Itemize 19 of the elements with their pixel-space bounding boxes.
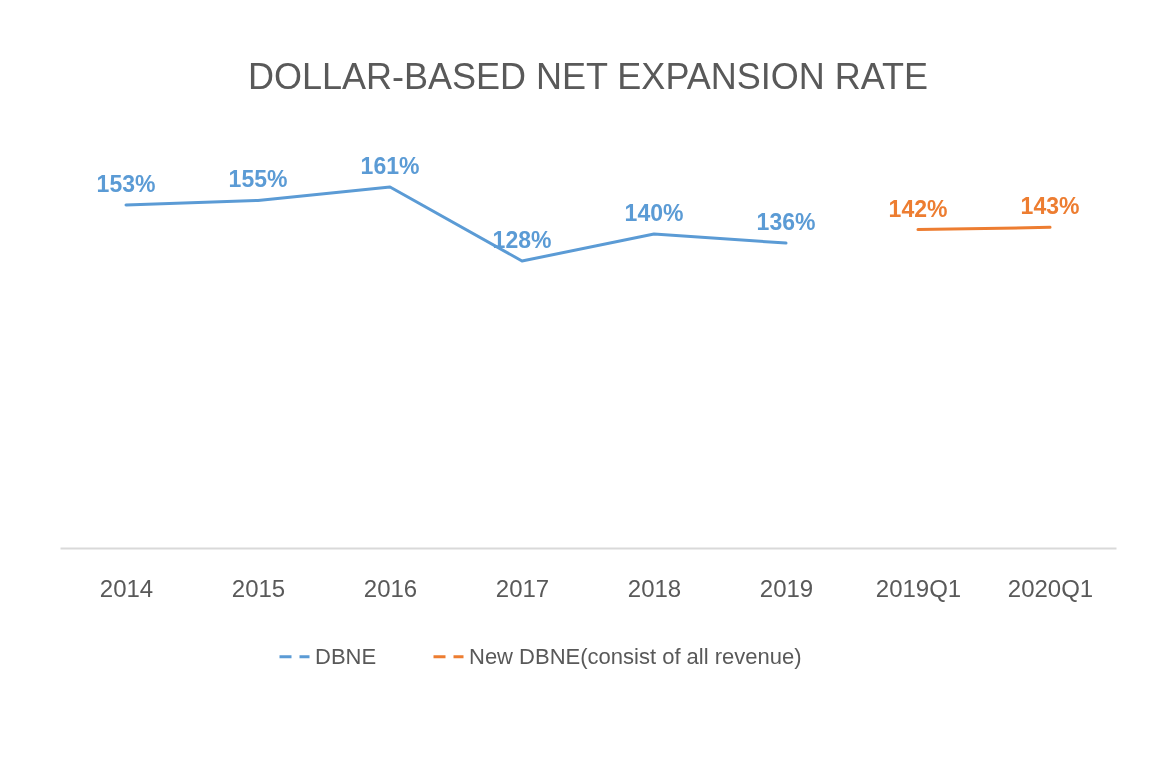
x-tick-label: 2017 [495, 574, 550, 602]
data-label: 136% [756, 209, 816, 236]
data-label: 143% [1020, 193, 1080, 220]
x-tick-label: 2018 [627, 574, 682, 602]
x-tick-label: 2016 [363, 574, 418, 602]
data-label: 140% [624, 200, 684, 227]
data-label: 155% [228, 166, 288, 193]
x-tick-label: 2019Q1 [875, 574, 962, 602]
x-tick-label: 2020Q1 [1007, 574, 1094, 602]
legend-label: DBNE [315, 643, 377, 669]
x-tick-label: 2014 [99, 574, 154, 602]
data-label: 128% [492, 226, 552, 253]
x-tick-label: 2015 [231, 574, 286, 602]
chart-title: DOLLAR-BASED NET EXPANSION RATE [247, 56, 929, 97]
legend-label: New DBNE(consist of all revenue) [469, 643, 802, 669]
x-tick-label: 2019 [759, 574, 814, 602]
data-label: 161% [360, 153, 420, 179]
data-label: 142% [888, 195, 948, 222]
data-label: 153% [96, 170, 156, 197]
